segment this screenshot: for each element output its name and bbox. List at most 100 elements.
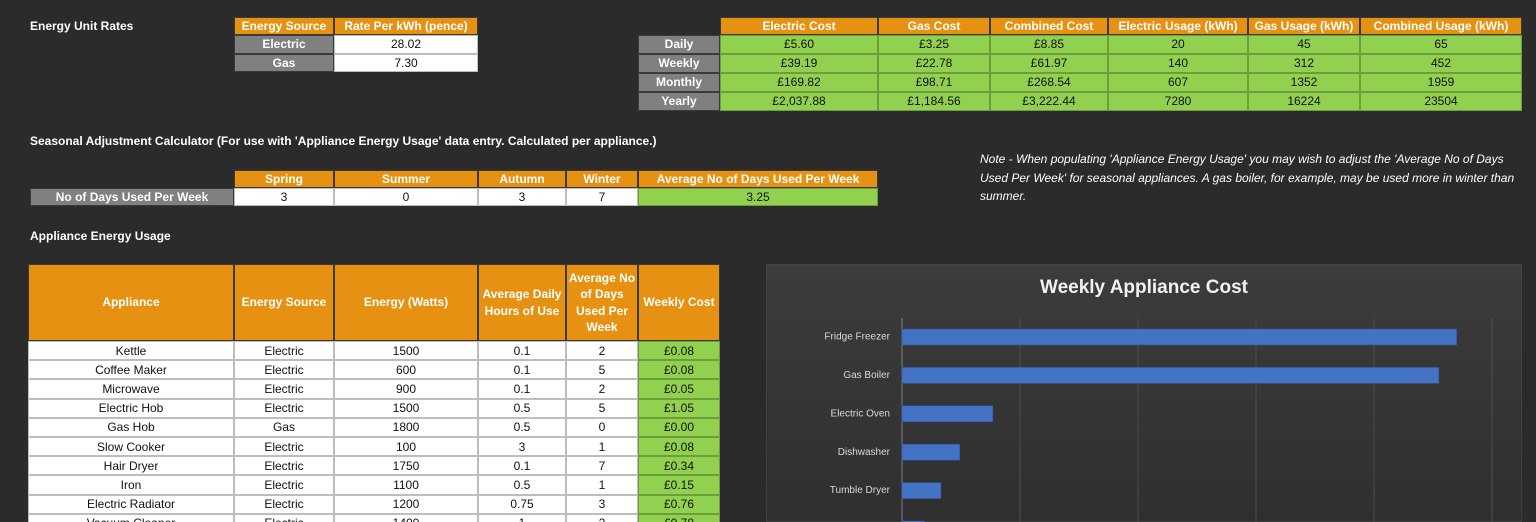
bar [901,482,942,499]
table-cell: £169.82 [720,73,878,92]
y-tick-label: Fridge Freezer [824,332,890,343]
table-cell: 1 [566,475,638,495]
y-tick-label: Tumble Dryer [830,485,891,496]
chart-area [766,264,1522,522]
table-cell: 0.1 [478,341,566,361]
table-cell: £5.60 [720,35,878,54]
table-cell: £1,184.56 [878,92,990,111]
table-cell: 7 [566,188,638,206]
note: Note - When populating 'Appliance Energy… [980,152,1515,204]
table-cell: £0.05 [638,379,720,399]
bar [901,443,961,461]
header-cell: Average No of Days Used Per Week [566,264,638,341]
table-cell: 7.30 [334,53,478,72]
chart-title: Weekly Appliance Cost [1040,277,1249,298]
table-cell: 1800 [334,417,478,437]
section-title: Seasonal Adjustment Calculator (For use … [30,134,657,148]
bar [901,328,1457,346]
header-cell: Energy Source [234,264,334,341]
table-cell: £0.08 [638,360,720,380]
table-cell: 0.5 [478,398,566,418]
table-cell: 2 [566,513,638,522]
header-cell: Gas Cost [878,17,990,35]
table-cell: £0.76 [638,494,720,514]
table-cell: 1352 [1248,73,1360,92]
header-cell: Electric Usage (kWh) [1108,17,1248,35]
table-cell: 312 [1248,54,1360,73]
table-cell: 452 [1360,54,1522,73]
table-cell: £2,037.88 [720,92,878,111]
table-cell: £0.08 [638,437,720,457]
table-cell: 0 [334,188,478,206]
table-cell: Electric [234,398,334,418]
table-cell: 2 [566,379,638,399]
table-cell: 140 [1108,54,1248,73]
table-cell: £61.97 [990,54,1108,73]
table-cell: 1400 [334,513,478,522]
header-cell: Winter [566,170,638,188]
table-cell: £0.34 [638,456,720,476]
table-cell: 607 [1108,73,1248,92]
table-cell: Iron [28,475,234,495]
table-cell: £22.78 [878,54,990,73]
table-cell: 0.75 [478,494,566,514]
table-cell: Electric [234,379,334,399]
bar [901,367,1440,384]
header-cell: Weekly Cost [638,264,720,341]
table-cell: Yearly [638,92,720,111]
table-cell: Gas [234,53,334,72]
header-cell: Gas Usage (kWh) [1248,17,1360,35]
table-cell: Microwave [28,379,234,399]
table-cell: Vacuum Cleaner [28,513,234,522]
table-cell: 3 [234,188,334,206]
table-cell: Electric [234,437,334,457]
header-cell: Spring [234,170,334,188]
header-cell: Appliance [28,264,234,341]
table-cell: 20 [1108,35,1248,54]
table-cell: 100 [334,437,478,457]
table-cell: Gas [234,417,334,437]
chart: Weekly Appliance Cost Fridge Freezer Gas … [766,264,1522,522]
table-cell: Electric [234,456,334,476]
table-cell: Weekly [638,54,720,73]
table-cell: 3 [478,188,566,206]
table-cell: Daily [638,35,720,54]
table-cell: £0.08 [638,341,720,361]
table-cell: 16224 [1248,92,1360,111]
table-cell: 600 [334,360,478,380]
table-cell: Electric [234,494,334,514]
table-cell: 5 [566,398,638,418]
table-cell: £3.25 [878,35,990,54]
header-cell: Summer [334,170,478,188]
table-cell: 7 [566,456,638,476]
table-cell: 0 [566,417,638,437]
table-cell: 3.25 [638,188,878,206]
y-tick-label: Electric Oven [831,408,890,419]
y-tick-label: Gas Boiler [843,370,890,381]
table-cell: 0.1 [478,360,566,380]
header-cell: Energy Source [234,17,334,35]
table-cell: 1200 [334,494,478,514]
table-cell: 0.1 [478,379,566,399]
table-cell: Electric [234,475,334,495]
table-cell: 1959 [1360,73,1522,92]
y-tick-label: Dishwasher [838,447,891,458]
table-cell: Electric [234,341,334,361]
section-title: Appliance Energy Usage [30,229,171,243]
table-cell: Coffee Maker [28,360,234,380]
table-cell: 1 [478,513,566,522]
table-cell: £0.15 [638,475,720,495]
table-cell: 45 [1248,35,1360,54]
table-cell: 1100 [334,475,478,495]
table-cell: 1500 [334,398,478,418]
table-cell: 65 [1360,35,1522,54]
header-cell: Autumn [478,170,566,188]
header-cell: Average Daily Hours of Use [478,264,566,341]
table-cell: Electric Hob [28,398,234,418]
table-cell: 2 [566,341,638,361]
table-cell: 0.1 [478,456,566,476]
section-title: Energy Unit Rates [30,19,134,33]
table-cell: 0.5 [478,475,566,495]
table-cell: Electric [234,35,334,54]
